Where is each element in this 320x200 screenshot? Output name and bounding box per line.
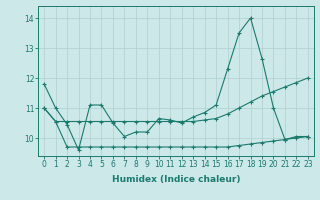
X-axis label: Humidex (Indice chaleur): Humidex (Indice chaleur)	[112, 175, 240, 184]
